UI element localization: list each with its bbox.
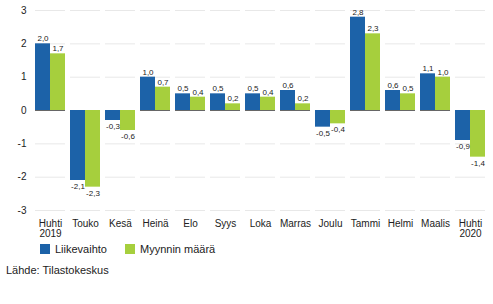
svg-text:-0,5: -0,5 — [316, 129, 330, 138]
svg-text:2,0: 2,0 — [37, 34, 49, 43]
svg-text:0,5: 0,5 — [247, 84, 259, 93]
svg-text:2: 2 — [21, 38, 27, 49]
svg-text:1,7: 1,7 — [52, 44, 64, 53]
svg-text:-1: -1 — [18, 138, 27, 149]
svg-text:Tammi: Tammi — [351, 218, 380, 229]
svg-text:-1,4: -1,4 — [471, 159, 485, 168]
svg-text:-2,1: -2,1 — [71, 182, 85, 191]
svg-text:Marras: Marras — [280, 218, 311, 229]
svg-text:Maalis: Maalis — [421, 218, 450, 229]
svg-text:Huhti2020: Huhti2020 — [459, 218, 482, 239]
svg-text:0,7: 0,7 — [157, 78, 169, 87]
svg-text:Kesä: Kesä — [109, 218, 132, 229]
svg-text:Elo: Elo — [183, 218, 198, 229]
svg-text:0,6: 0,6 — [282, 81, 294, 90]
svg-text:Helmi: Helmi — [388, 218, 414, 229]
html-text:Myynnin määrä: Myynnin määrä — [140, 243, 216, 255]
svg-text:1,1: 1,1 — [422, 64, 434, 73]
svg-text:-0,4: -0,4 — [331, 125, 345, 134]
svg-text:0,6: 0,6 — [387, 81, 399, 90]
svg-text:0,2: 0,2 — [227, 94, 239, 103]
svg-text:-0,6: -0,6 — [121, 132, 135, 141]
svg-text:0,5: 0,5 — [177, 84, 189, 93]
svg-text:0,5: 0,5 — [402, 84, 414, 93]
svg-text:-2,3: -2,3 — [86, 189, 100, 198]
svg-text:0,4: 0,4 — [192, 88, 204, 97]
svg-text:0,4: 0,4 — [262, 88, 274, 97]
svg-text:Huhti2019: Huhti2019 — [39, 218, 62, 239]
svg-text:2,3: 2,3 — [367, 24, 379, 33]
svg-text:Loka: Loka — [250, 218, 272, 229]
svg-text:1: 1 — [21, 71, 27, 82]
svg-text:-0,3: -0,3 — [106, 122, 120, 131]
svg-text:Syys: Syys — [215, 218, 237, 229]
svg-text:Touko: Touko — [72, 218, 99, 229]
html-text:Lähde: Tilastokeskus: Lähde: Tilastokeskus — [6, 264, 109, 276]
svg-text:Joulu: Joulu — [319, 218, 343, 229]
html-text:Liikevaihto: Liikevaihto — [55, 243, 107, 255]
svg-text:-3: -3 — [18, 205, 27, 216]
svg-text:3: 3 — [21, 5, 27, 16]
svg-text:2,8: 2,8 — [352, 8, 364, 17]
svg-text:-0,9: -0,9 — [456, 142, 470, 151]
svg-text:0,2: 0,2 — [297, 94, 309, 103]
svg-text:0,5: 0,5 — [212, 84, 224, 93]
svg-text:Heinä: Heinä — [142, 218, 169, 229]
svg-text:-2: -2 — [18, 171, 27, 182]
svg-text:1,0: 1,0 — [437, 68, 449, 77]
svg-text:1,0: 1,0 — [142, 68, 154, 77]
svg-text:0: 0 — [21, 105, 27, 116]
